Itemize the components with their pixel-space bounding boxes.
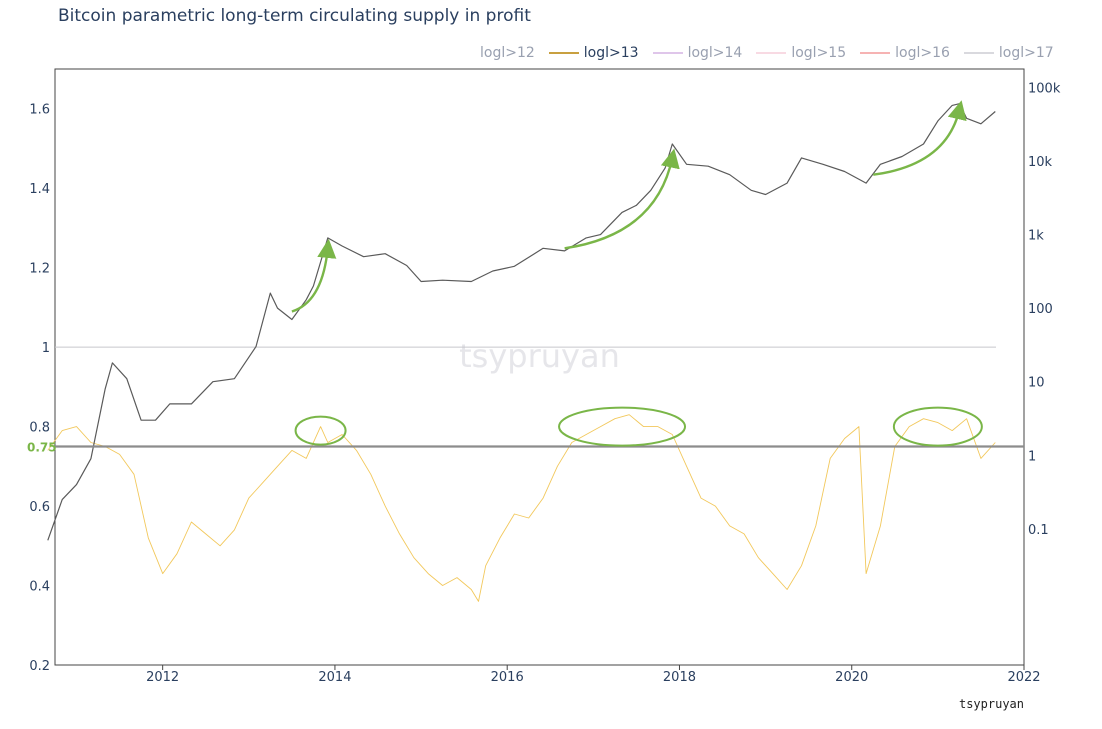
x-tick-label: 2016	[491, 670, 524, 685]
annotation-arrow	[291, 238, 337, 313]
annotation-circle	[892, 406, 983, 447]
legend: logl>12 logl>13 logl>14 logl>15 logl>16 logl>…	[480, 45, 1068, 61]
y-left-tick-label: 1	[42, 341, 50, 356]
legend-label: logl>12	[480, 45, 535, 61]
legend-item[interactable]: logl>15	[756, 45, 846, 61]
annotation-circle	[558, 406, 687, 447]
y-right-tick-label: 1k	[1028, 229, 1044, 244]
legend-item[interactable]: logl>17	[963, 45, 1054, 61]
legend-swatch	[548, 52, 579, 54]
chart-title: Bitcoin parametric long-term circulating…	[58, 6, 531, 26]
series-line-supply	[47, 414, 996, 602]
y-left-tick-label: 1.2	[29, 262, 50, 277]
legend-swatch	[756, 52, 787, 54]
x-tick-label: 2014	[318, 670, 351, 685]
y-right-tick-label: 10	[1028, 376, 1045, 391]
annotation-circle	[294, 415, 347, 446]
legend-item[interactable]: logl>12	[480, 45, 535, 61]
threshold-label: 0.75	[27, 440, 57, 454]
y-left-tick-label: 0.8	[29, 421, 50, 436]
legend-label: logl>13	[583, 45, 639, 61]
x-tick-label: 2018	[663, 670, 696, 685]
y-left-tick-label: 0.2	[29, 659, 50, 674]
legend-label: logl>14	[687, 45, 743, 61]
y-left-tick-label: 1.6	[29, 103, 50, 118]
x-tick-label: 2020	[835, 670, 868, 685]
credit-text: tsypruyan	[958, 697, 1024, 711]
y-left-tick-label: 0.4	[29, 580, 50, 595]
legend-item[interactable]: logl>14	[652, 45, 743, 61]
y-right-tick-label: 100	[1028, 302, 1053, 317]
legend-label: logl>17	[998, 45, 1054, 61]
annotation-arrow	[873, 100, 967, 176]
legend-item[interactable]: logl>13	[548, 45, 639, 61]
y-right-tick-label: 100k	[1028, 81, 1061, 96]
x-tick-label: 2022	[1007, 670, 1040, 685]
legend-swatch	[963, 52, 994, 54]
y-left-tick-label: 1.4	[29, 182, 50, 197]
watermark: tsypruyan	[459, 337, 620, 375]
legend-label: logl>16	[895, 45, 950, 61]
y-right-tick-label: 1	[1028, 449, 1036, 464]
x-tick-label: 2012	[146, 670, 179, 685]
series-line-price	[47, 103, 996, 541]
y-right-tick-label: 10k	[1028, 155, 1053, 170]
y-right-tick-label: 0.1	[1028, 523, 1049, 538]
annotation-arrow	[564, 148, 680, 250]
legend-label: logl>15	[791, 45, 847, 61]
legend-item[interactable]: logl>16	[860, 45, 950, 61]
y-left-tick-label: 0.6	[29, 500, 50, 515]
plot-frame	[54, 68, 1025, 666]
legend-swatch	[652, 52, 683, 54]
legend-swatch	[860, 52, 891, 54]
